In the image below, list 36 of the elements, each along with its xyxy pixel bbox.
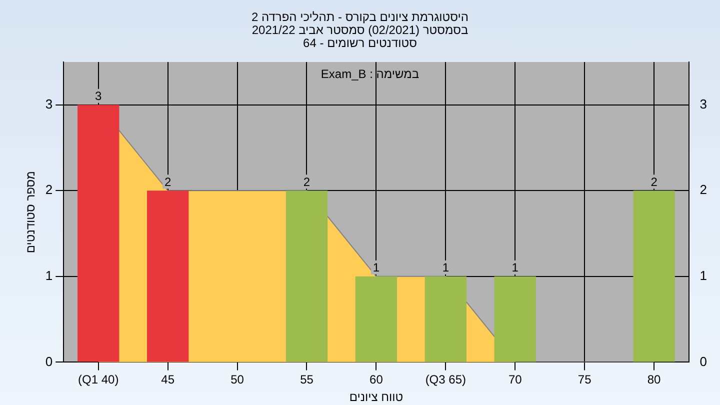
chart-title: היסטוגרמת ציונים בקורס - תהליכי הפרדה 2	[250, 10, 470, 24]
bar	[633, 190, 675, 362]
y2-tick-label: 3	[700, 96, 708, 112]
y-tick-label: 0	[45, 354, 53, 369]
data-label: 1	[442, 260, 450, 275]
x-tick-label: 60	[370, 372, 384, 387]
bar	[494, 276, 536, 362]
data-label: 2	[303, 174, 310, 189]
x-tick-label: 70	[508, 372, 522, 387]
x-tick-label: 80	[647, 372, 662, 387]
y2-tick-label: 2	[700, 182, 708, 198]
y-tick-label: 2	[45, 182, 53, 198]
data-label: 3	[95, 89, 102, 104]
bar	[78, 104, 120, 362]
x-tick-label: (Q3 65)	[425, 372, 466, 387]
x-tick-label: 50	[230, 372, 244, 387]
bar	[146, 190, 189, 362]
bar	[286, 190, 328, 362]
annotation: במשימה : Exam_B	[320, 67, 420, 81]
data-label: 2	[164, 174, 172, 189]
y-axis-title: מספר סטודנטים	[24, 171, 38, 254]
y2-tick-label: 0	[700, 354, 708, 369]
data-label: 1	[512, 260, 519, 275]
x-axis-title: טווח ציונים	[349, 390, 404, 404]
y2-tick-label: 1	[700, 268, 708, 284]
chart-subtitle: בסמסטר (02/2021) סמסטר אביב 2021/22 סטודנטים רשומים - 64	[250, 23, 470, 50]
bar	[424, 276, 466, 362]
bar	[355, 276, 398, 362]
x-tick-label: (Q1 40)	[78, 372, 119, 387]
data-label: 1	[372, 260, 380, 275]
x-tick-label: 45	[161, 372, 175, 387]
y-tick-label: 3	[45, 96, 53, 112]
x-tick-label: 55	[300, 372, 314, 387]
data-label: 2	[650, 174, 658, 189]
y-tick-label: 1	[45, 268, 53, 284]
x-tick-label: 75	[578, 372, 592, 387]
